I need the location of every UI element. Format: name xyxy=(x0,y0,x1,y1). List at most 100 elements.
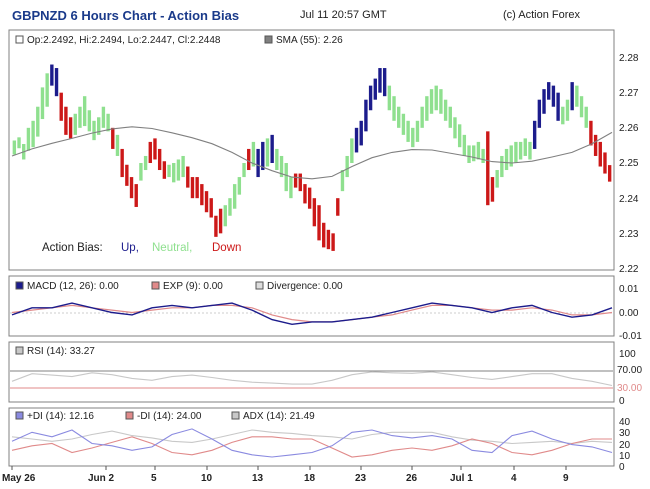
price-bar-up xyxy=(364,99,368,132)
price-bar-up xyxy=(50,64,54,86)
price-bar-neutral xyxy=(87,110,92,132)
price-bar-neutral xyxy=(275,148,279,171)
price-bar-neutral xyxy=(40,87,45,120)
macd-y-tick: -0.01 xyxy=(619,331,642,342)
adx-readout: ADX (14): 21.49 xyxy=(243,411,315,422)
price-bar-neutral xyxy=(172,163,176,183)
price-y-tick: 2.24 xyxy=(619,194,639,205)
price-bar-down xyxy=(195,177,199,199)
minus-di-readout: -DI (14): 24.00 xyxy=(137,411,202,422)
price-y-tick: 2.26 xyxy=(619,123,639,134)
price-y-tick: 2.28 xyxy=(619,53,639,64)
price-bar-neutral xyxy=(106,113,110,132)
price-bar-down xyxy=(336,198,340,216)
plus-di-line xyxy=(11,428,613,458)
minus-di-line xyxy=(11,436,612,458)
price-bar-neutral xyxy=(345,155,349,178)
price-bar-neutral xyxy=(279,155,284,178)
dmi-y-tick: 10 xyxy=(619,451,631,462)
price-bar-down xyxy=(120,148,124,178)
rsi-line xyxy=(11,371,613,387)
price-bar-down xyxy=(303,184,307,204)
price-bar-neutral xyxy=(397,106,401,128)
price-bar-down xyxy=(603,152,607,174)
x-tick-label: 18 xyxy=(304,473,316,484)
price-bar-neutral xyxy=(565,99,570,121)
price-bar-neutral xyxy=(265,138,270,167)
divergence-readout: Divergence: 0.00 xyxy=(267,281,343,292)
price-bar-neutral xyxy=(495,170,499,188)
price-y-tick: 2.25 xyxy=(619,158,639,169)
price-bar-neutral xyxy=(575,85,579,107)
price-bar-neutral xyxy=(97,117,101,135)
price-bar-down xyxy=(200,184,204,206)
price-bar-neutral xyxy=(167,164,171,178)
macd-line xyxy=(11,302,613,326)
price-bar-neutral xyxy=(406,120,410,142)
price-bar-neutral xyxy=(584,106,588,128)
price-bar-up xyxy=(270,134,274,163)
rsi-panel-frame xyxy=(8,341,615,403)
price-bar-up xyxy=(542,89,546,114)
price-bar-down xyxy=(59,92,63,121)
macd-y-tick: 0.00 xyxy=(619,308,639,319)
price-bar-neutral xyxy=(453,117,457,139)
price-bar-neutral xyxy=(387,85,392,111)
price-bar-neutral xyxy=(500,155,504,178)
divergence-legend-swatch xyxy=(255,281,264,290)
x-axis: May 26 Jun 2 5 10 13 18 23 26 Jul 1 4 9 xyxy=(2,466,569,484)
price-bar-neutral xyxy=(434,85,438,111)
price-bar-neutral xyxy=(26,127,31,151)
rsi-y-tick: 30.00 xyxy=(617,383,642,394)
indicator-lines xyxy=(11,126,613,458)
price-bar-neutral xyxy=(101,106,106,128)
sma-legend-swatch xyxy=(264,35,273,44)
ohlc-legend-swatch xyxy=(15,35,24,44)
macd-legend-swatch xyxy=(15,281,24,290)
price-bar-up xyxy=(547,82,551,100)
price-bar-down xyxy=(589,120,593,146)
price-bar-up xyxy=(382,68,387,97)
price-bar-down xyxy=(247,148,251,171)
price-bar-up xyxy=(261,141,265,171)
x-tick-label: 13 xyxy=(252,473,264,484)
price-bar-up xyxy=(368,85,373,111)
sma-line xyxy=(11,126,613,180)
price-bar-neutral xyxy=(350,138,354,163)
price-bar-neutral xyxy=(425,96,429,121)
price-bar-down xyxy=(129,177,134,199)
price-bar-down xyxy=(322,222,326,248)
price-bar-neutral xyxy=(561,106,565,125)
dmi-y-tick: 30 xyxy=(619,428,631,439)
price-bar-neutral xyxy=(401,113,406,135)
adx-legend-swatch xyxy=(231,411,240,420)
price-bar-down xyxy=(331,233,335,251)
price-bar-neutral xyxy=(17,137,21,149)
price-bar-down xyxy=(312,198,317,227)
rsi-legend-swatch xyxy=(15,346,24,355)
price-panel-frame xyxy=(8,29,615,271)
timestamp: Jul 11 20:57 GMT xyxy=(300,9,387,21)
price-bar-neutral xyxy=(36,106,40,137)
price-bar-down xyxy=(68,117,73,139)
price-bar-down xyxy=(148,141,152,163)
price-bar-neutral xyxy=(115,134,120,156)
price-bar-down xyxy=(111,127,115,149)
price-bar-down xyxy=(593,134,598,156)
x-tick-label: 23 xyxy=(355,473,367,484)
price-bar-down xyxy=(209,198,213,218)
price-bar-up xyxy=(359,120,363,146)
exp-legend-swatch xyxy=(151,281,160,290)
price-bar-up xyxy=(256,148,260,178)
price-bar-neutral xyxy=(504,148,509,171)
price-bar-neutral xyxy=(448,106,452,128)
price-bar-down xyxy=(607,165,612,182)
bias-neutral-label: Neutral, xyxy=(152,242,192,254)
ohlc-readout: Op:2.2492, Hi:2.2494, Lo:2.2447, Cl:2.24… xyxy=(27,35,221,46)
price-bar-down xyxy=(157,148,162,171)
price-bar-neutral xyxy=(232,184,237,209)
price-bar-neutral xyxy=(420,106,424,128)
price-bar-down xyxy=(190,177,195,199)
